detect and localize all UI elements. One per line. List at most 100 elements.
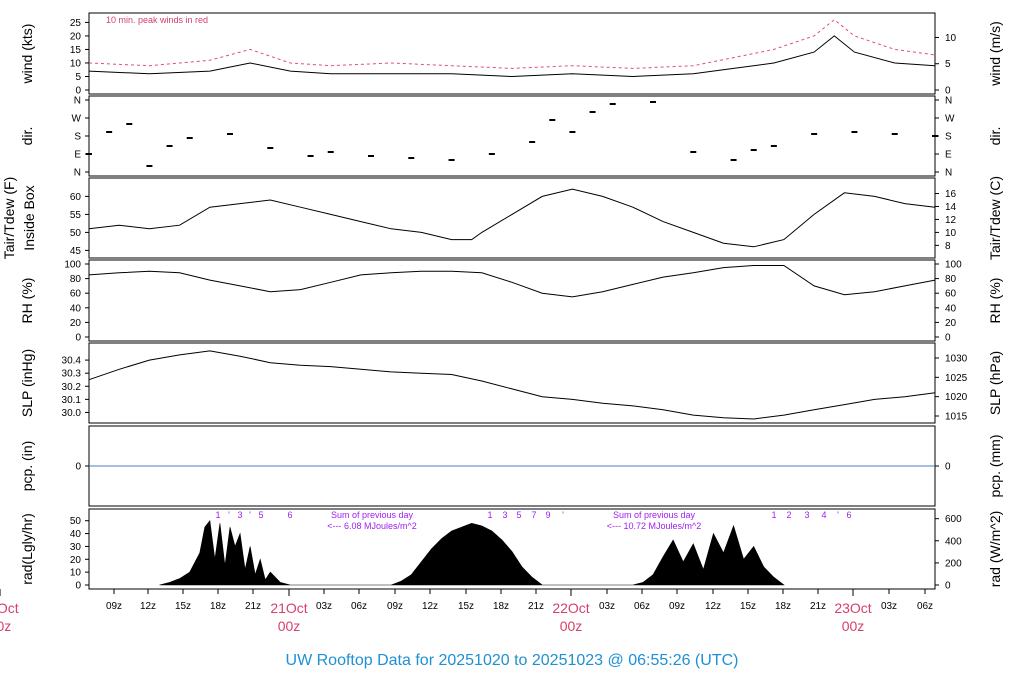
rad-ytick-left-label: 0 (75, 581, 81, 592)
rh-ytick-right-label: 40 (945, 303, 957, 314)
wind-ytick-left-label: 5 (75, 72, 81, 83)
x-tick-label: 09z (669, 601, 685, 612)
rad-hour-marker: ' (249, 510, 251, 520)
rad-ytick-left-label: 30 (70, 542, 82, 553)
rad-ytick-left-label: 50 (70, 516, 82, 527)
date-label-day: 22Oct (552, 600, 589, 616)
dir-ytick-right-label: W (945, 114, 955, 125)
temp-ytick-left-label: 45 (70, 246, 82, 257)
x-tick-label: 06z (351, 601, 367, 612)
temp-ytick-right-label: 10 (945, 228, 957, 239)
temp-ytick-right-label: 14 (945, 202, 957, 213)
slp-ytick-left-label: 30.1 (62, 395, 82, 406)
temp-ylabel-left-2: Inside Box (21, 185, 37, 250)
rh-ytick-left-label: 0 (75, 333, 81, 344)
rad-hour-marker: 1 (215, 510, 220, 520)
date-label-hour: 00z (842, 618, 865, 634)
temp-ylabel-left: Tair/Tdew (F) (1, 177, 17, 259)
rh-ytick-left-label: 40 (70, 303, 82, 314)
x-tick-label: 03z (316, 601, 332, 612)
slp-ytick-right-label: 1015 (945, 411, 968, 422)
rad-hour-marker: 4 (821, 510, 826, 520)
slp-frame (88, 342, 936, 424)
dir-ytick-right-label: S (945, 132, 952, 143)
x-tick-label: 06z (917, 601, 933, 612)
wind-ytick-right-label: 5 (945, 59, 951, 70)
dir-ytick-left-label: S (74, 132, 81, 143)
x-tick-label: 12z (705, 601, 721, 612)
temp-ytick-left-label: 55 (70, 210, 82, 221)
rad-ytick-right-label: 200 (945, 558, 962, 569)
panel-rh: RH (%) RH (%) 0 20 40 60 80 100 0 20 40 60 80 100 (19, 259, 1003, 344)
date-label-day: 21Oct (270, 600, 307, 616)
date-label-day: 23Oct (834, 600, 871, 616)
rad-hour-marker: 3 (804, 510, 809, 520)
wind-ytick-left-label: 10 (70, 58, 82, 69)
rad-hour-marker: 9 (545, 510, 550, 520)
rh-ytick-right-label: 60 (945, 289, 957, 300)
x-tick-label: 12z (422, 601, 438, 612)
rad-sum-label: Sum of previous day (331, 510, 414, 520)
rad-ytick-right-label: 0 (945, 581, 951, 592)
slp-ytick-right-label: 1020 (945, 392, 968, 403)
pcp-ytick-right-label: 0 (945, 462, 951, 473)
wind-ytick-left-label: 25 (70, 18, 82, 29)
rad-hour-marker: 6 (287, 510, 292, 520)
slp-ytick-left-label: 30.4 (62, 356, 82, 367)
x-tick-label: 18z (210, 601, 226, 612)
dir-ylabel-left: dir. (19, 127, 35, 146)
rad-ytick-right-label: 600 (945, 514, 962, 525)
dir-frame (88, 95, 936, 177)
rad-hour-marker: 7 (531, 510, 536, 520)
wind-ytick-right-label: 0 (945, 86, 951, 97)
rad-sum-value: <--- 10.72 MJoules/m^2 (607, 521, 702, 531)
rad-hour-marker: ' (228, 510, 230, 520)
dir-ytick-left-label: N (74, 168, 81, 179)
wind-series-peak (88, 19, 936, 69)
rh-ytick-left-label: 20 (70, 318, 82, 329)
rad-hour-marker: 3 (237, 510, 242, 520)
slp-ytick-right-label: 1030 (945, 354, 968, 365)
rad-ylabel-right: rad (W/m^2) (987, 511, 1003, 588)
rh-series-main (88, 265, 936, 298)
temp-ytick-right-label: 16 (945, 189, 957, 200)
rad-hour-marker: 1 (487, 510, 492, 520)
x-tick-label: 09z (106, 601, 122, 612)
rad-ytick-right-label: 400 (945, 536, 962, 547)
temp-ytick-left-label: 60 (70, 192, 82, 203)
rad-hour-marker: ' (562, 510, 564, 520)
rad-ytick-left-label: 40 (70, 529, 82, 540)
x-tick-label: 15z (458, 601, 474, 612)
x-tick-label: 18z (775, 601, 791, 612)
slp-ytick-left-label: 30.3 (62, 369, 82, 380)
slp-ytick-left-label: 30.2 (62, 382, 82, 393)
x-tick-label: 03z (881, 601, 897, 612)
wind-ylabel-right: wind (m/s) (987, 21, 1003, 87)
pcp-ytick-left-label: 0 (75, 462, 81, 473)
wind-series-main (88, 35, 936, 78)
date-label-hour: 00z (278, 618, 301, 634)
rad-hour-marker: 2 (786, 510, 791, 520)
slp-series-main (88, 350, 936, 420)
x-tick-label: 06z (634, 601, 650, 612)
rh-ytick-right-label: 80 (945, 274, 957, 285)
temp-series-main (88, 188, 936, 248)
pcp-ylabel-left: pcp. (in) (19, 441, 35, 492)
rad-hour-marker: 5 (516, 510, 521, 520)
wind-ytick-right-label: 10 (945, 33, 957, 44)
slp-ytick-right-label: 1025 (945, 373, 968, 384)
wind-ytick-left-label: 15 (70, 45, 82, 56)
temp-ylabel-right: Tair/Tdew (C) (987, 176, 1003, 260)
dir-ytick-right-label: E (945, 150, 952, 161)
temp-ytick-right-label: 8 (945, 241, 951, 252)
x-tick-label: 03z (599, 601, 615, 612)
rh-frame (88, 259, 936, 342)
temp-ytick-right-label: 12 (945, 215, 957, 226)
rad-ytick-left-label: 20 (70, 555, 82, 566)
wind-frame (88, 12, 936, 95)
panel-pcp: pcp. (in) pcp. (mm) 0 0 (19, 425, 1003, 507)
panel-temp: Tair/Tdew (F) Inside Box Tair/Tdew (C) 45 50… (1, 176, 1003, 260)
wind-annotation: 10 min. peak winds in red (106, 15, 208, 25)
wind-ylabel-left: wind (kts) (19, 24, 35, 85)
